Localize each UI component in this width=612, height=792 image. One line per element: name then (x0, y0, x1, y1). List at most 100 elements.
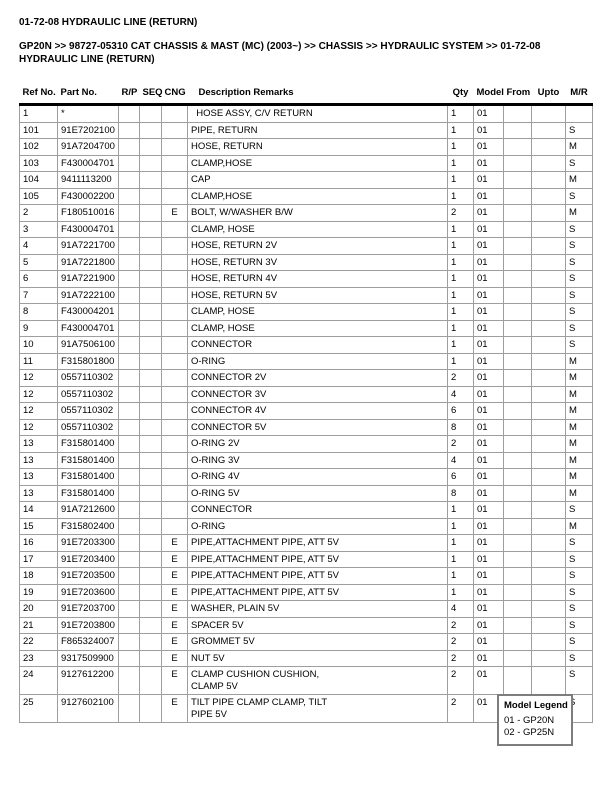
cell-qty: 6 (447, 402, 474, 420)
parts-table: Ref No. Part No. R/P SEQ CNG Description… (19, 85, 593, 723)
cell-seq (139, 121, 162, 139)
model-legend-entry: 01 - GP20N (504, 715, 555, 726)
cell-ref: 4 (19, 237, 58, 255)
cell-model: 01 (473, 121, 504, 139)
cell-desc: NUT 5V (187, 649, 448, 667)
table-row: 20 91E7203700 E WASHER, PLAIN 5V 4 01 S (19, 600, 593, 618)
cell-upto (531, 649, 566, 667)
cell-upto (531, 385, 566, 403)
cell-upto (531, 253, 566, 271)
cell-upto (531, 121, 566, 139)
cell-ref: 12 (19, 418, 58, 436)
cell-upto (531, 550, 566, 568)
cell-ref: 1 (19, 104, 58, 123)
cell-from (503, 484, 532, 502)
cell-cng: E (161, 534, 188, 552)
cell-seq (139, 286, 162, 304)
cell-model: 01 (473, 253, 504, 271)
cell-from (503, 649, 532, 667)
cell-from (503, 418, 532, 436)
cell-from (503, 583, 532, 601)
cell-qty: 1 (447, 319, 474, 337)
table-row: 101 91E7202100 PIPE, RETURN 1 01 S (19, 121, 593, 139)
cell-upto (531, 286, 566, 304)
cell-ref: 20 (19, 600, 58, 618)
cell-qty: 1 (447, 517, 474, 535)
cell-rp (118, 600, 140, 618)
cell-mr: M (565, 385, 593, 403)
cell-from (503, 501, 532, 519)
cell-mr: S (565, 336, 593, 354)
cell-ref: 13 (19, 484, 58, 502)
col-header-description: Description Remarks (187, 85, 448, 106)
cell-from (503, 187, 532, 205)
cell-part: 91E7203700 (57, 600, 119, 618)
cell-qty: 2 (447, 204, 474, 222)
cell-qty: 2 (447, 649, 474, 667)
cell-model: 01 (473, 220, 504, 238)
cell-ref: 9 (19, 319, 58, 337)
cell-upto (531, 468, 566, 486)
table-row: 19 91E7203600 E PIPE,ATTACHMENT PIPE, ATT 5… (19, 583, 593, 601)
cell-rp (118, 154, 140, 172)
cell-from (503, 319, 532, 337)
col-header-upto: Upto (531, 85, 566, 106)
cell-from (503, 104, 532, 123)
cell-desc: CONNECTOR 2V (187, 369, 448, 387)
cell-cng: E (161, 666, 188, 695)
table-row: 16 91E7203300 E PIPE,ATTACHMENT PIPE, ATT 5… (19, 534, 593, 552)
cell-mr: M (565, 402, 593, 420)
cell-seq (139, 319, 162, 337)
cell-desc: HOSE, RETURN 3V (187, 253, 448, 271)
table-row: 13 F315801400 O-RING 2V 2 01 M (19, 435, 593, 453)
cell-ref: 6 (19, 270, 58, 288)
table-row: 1 * HOSE ASSY, C/V RETURN 1 01 (19, 104, 593, 123)
cell-ref: 24 (19, 666, 58, 695)
table-row: 5 91A7221800 HOSE, RETURN 3V 1 01 S (19, 253, 593, 271)
cell-desc: CONNECTOR 4V (187, 402, 448, 420)
cell-cng (161, 451, 188, 469)
cell-mr: M (565, 435, 593, 453)
cell-upto (531, 336, 566, 354)
cell-part: F315801400 (57, 435, 119, 453)
col-header-rp: R/P (118, 85, 140, 106)
cell-qty: 1 (447, 104, 474, 123)
cell-cng (161, 319, 188, 337)
cell-rp (118, 468, 140, 486)
cell-desc: CAP (187, 171, 448, 189)
cell-cng (161, 517, 188, 535)
cell-desc: CONNECTOR (187, 501, 448, 519)
cell-rp (118, 352, 140, 370)
cell-upto (531, 369, 566, 387)
model-legend: Model Legend 01 - GP20N 02 - GP25N (497, 694, 573, 746)
cell-model: 01 (473, 616, 504, 634)
cell-upto (531, 616, 566, 634)
cell-part: 9127612200 (57, 666, 119, 695)
cell-upto (531, 104, 566, 123)
cell-upto (531, 517, 566, 535)
cell-part: F315801800 (57, 352, 119, 370)
cell-rp (118, 270, 140, 288)
cell-upto (531, 402, 566, 420)
cell-desc: PIPE,ATTACHMENT PIPE, ATT 5V (187, 583, 448, 601)
cell-qty: 1 (447, 171, 474, 189)
table-row: 21 91E7203800 E SPACER 5V 2 01 S (19, 616, 593, 634)
model-legend-entry: 02 - GP25N (504, 727, 555, 738)
cell-upto (531, 633, 566, 651)
cell-rp (118, 435, 140, 453)
cell-rp (118, 187, 140, 205)
table-row: 18 91E7203500 E PIPE,ATTACHMENT PIPE, ATT 5… (19, 567, 593, 585)
model-legend-title: Model Legend (504, 700, 568, 711)
cell-model: 01 (473, 583, 504, 601)
cell-rp (118, 104, 140, 123)
cell-model: 01 (473, 336, 504, 354)
cell-rp (118, 319, 140, 337)
cell-ref: 18 (19, 567, 58, 585)
cell-part: F430004701 (57, 154, 119, 172)
cell-upto (531, 600, 566, 618)
cell-desc: CLAMP, HOSE (187, 319, 448, 337)
cell-ref: 21 (19, 616, 58, 634)
cell-from (503, 534, 532, 552)
cell-upto (531, 352, 566, 370)
cell-rp (118, 385, 140, 403)
